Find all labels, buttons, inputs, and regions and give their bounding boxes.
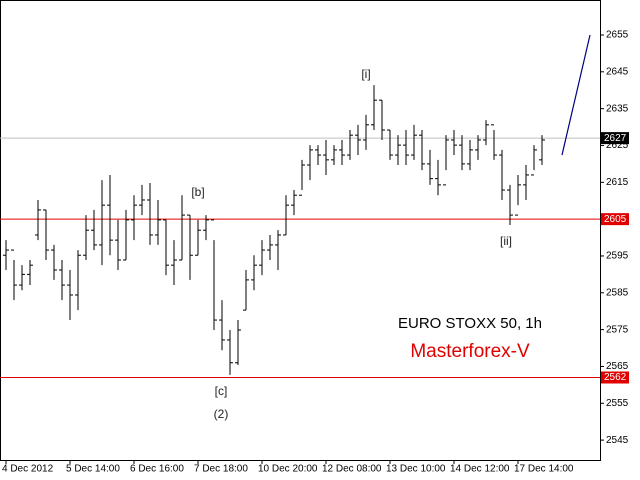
x-tick-label: 7 Dec 18:00 (194, 464, 248, 475)
y-tick-label: 2585 (606, 287, 629, 298)
level-box (601, 132, 629, 145)
x-tick-label: 13 Dec 10:00 (386, 464, 446, 475)
level-box (601, 213, 629, 226)
annotation: (2) (214, 407, 229, 421)
y-tick-label: 2625 (606, 140, 629, 151)
level-box (601, 371, 629, 384)
x-tick-label: 6 Dec 16:00 (130, 464, 184, 475)
y-tick-label: 2545 (606, 435, 629, 446)
symbol-label: EURO STOXX 50, 1h (398, 315, 542, 332)
y-tick-label: 2595 (606, 251, 629, 262)
annotation: [i] (361, 67, 370, 81)
annotation: [b] (191, 185, 204, 199)
y-tick-label: 2575 (606, 324, 629, 335)
y-tick-label: 2655 (606, 30, 629, 41)
forecast-line (561, 34, 591, 156)
y-tick-label: 2565 (606, 361, 629, 372)
plot-frame (0, 0, 601, 461)
annotation: [c] (215, 384, 228, 398)
x-tick-label: 10 Dec 20:00 (258, 464, 318, 475)
x-tick-label: 12 Dec 08:00 (322, 464, 382, 475)
brand-label: Masterforex-V (410, 341, 530, 362)
y-tick-label: 2555 (606, 398, 629, 409)
level-label: 2562 (604, 372, 627, 383)
y-tick-label: 2615 (606, 177, 629, 188)
x-tick-label: 5 Dec 14:00 (66, 464, 120, 475)
x-tick-label: 14 Dec 12:00 (450, 464, 510, 475)
y-tick-label: 2635 (606, 103, 629, 114)
x-tick-label: 4 Dec 2012 (2, 464, 54, 475)
level-label: 2605 (604, 214, 627, 225)
y-tick-label: 2645 (606, 66, 629, 77)
level-label: 2627 (604, 133, 627, 144)
x-tick-label: 17 Dec 14:00 (514, 464, 574, 475)
annotation: [ii] (500, 234, 512, 248)
